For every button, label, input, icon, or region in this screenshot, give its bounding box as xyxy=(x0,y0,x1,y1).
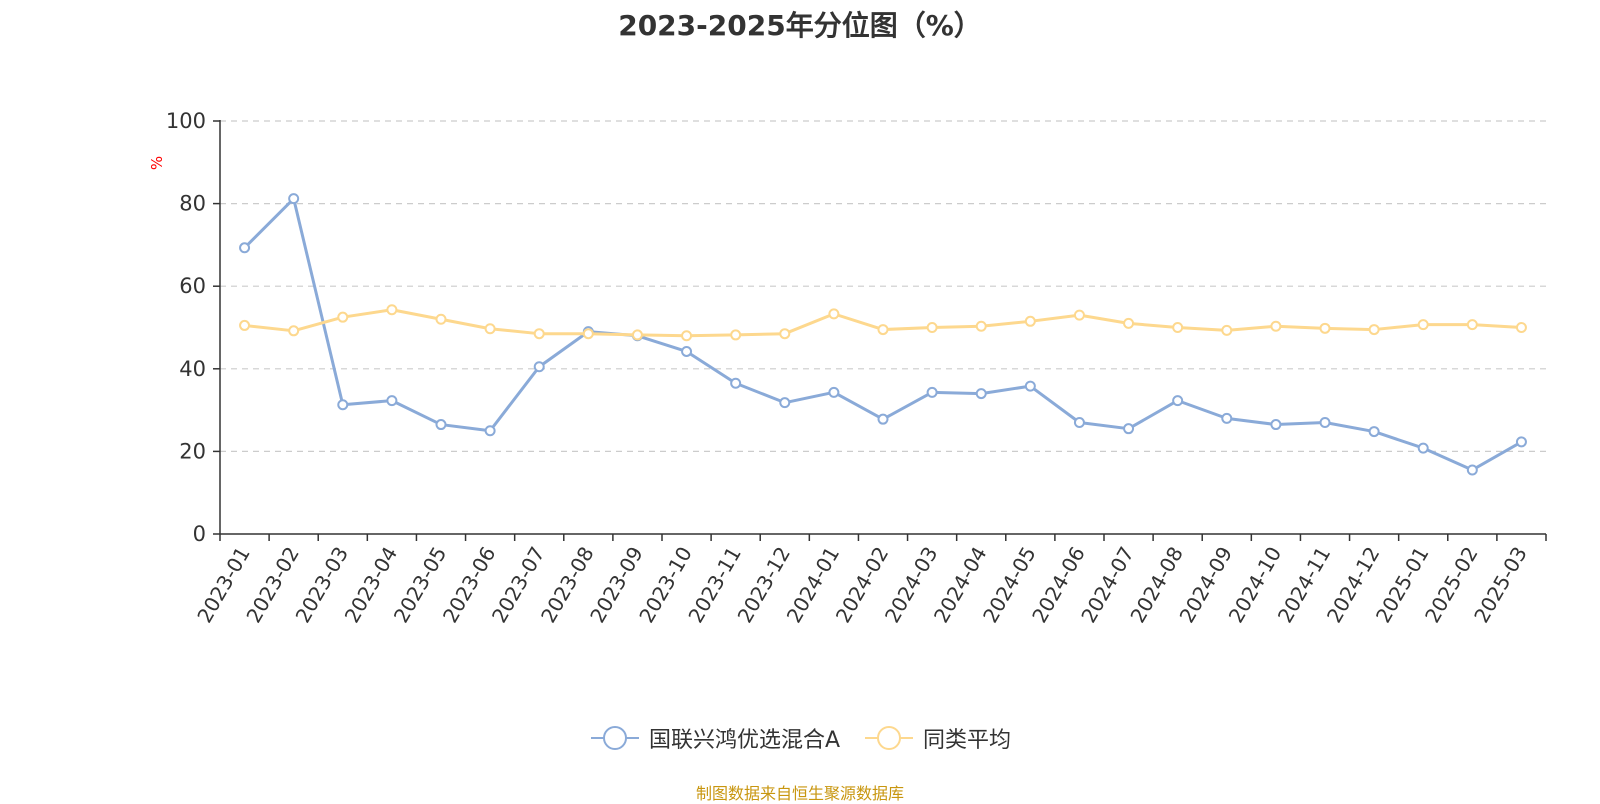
series-1-point-2023-07 xyxy=(533,361,545,373)
series-2-point-2024-07 xyxy=(1123,317,1135,329)
series-1-point-2024-12 xyxy=(1368,426,1380,438)
series-2-point-2024-08 xyxy=(1172,322,1184,333)
series-2-point-2024-12 xyxy=(1368,324,1380,336)
series-2-point-2023-02 xyxy=(288,325,300,337)
series-1-point-2024-01 xyxy=(828,386,840,398)
series-1 xyxy=(239,193,1527,476)
series-2-point-2023-11 xyxy=(730,329,742,341)
series-layer xyxy=(239,193,1527,476)
legend: 国联兴鸿优选混合A 同类平均 xyxy=(0,722,1600,759)
legend-item-series-2[interactable]: 同类平均 xyxy=(863,722,1011,754)
y-tick-label-100: 100 xyxy=(166,109,206,133)
series-2-point-2024-02 xyxy=(877,324,889,336)
series-1-point-2023-03 xyxy=(337,399,349,411)
series-1-point-2024-03 xyxy=(926,386,938,398)
series-2-point-2025-03 xyxy=(1515,322,1527,333)
series-1-point-2023-10 xyxy=(681,345,693,357)
series-2-point-2023-03 xyxy=(337,311,349,323)
series-1-point-2024-04 xyxy=(975,388,987,400)
series-2-point-2024-09 xyxy=(1221,324,1233,336)
y-axis-label: % xyxy=(148,156,166,170)
series-2-point-2024-10 xyxy=(1270,320,1282,332)
series-2-point-2025-02 xyxy=(1466,319,1478,331)
series-1-point-2024-05 xyxy=(1024,380,1036,392)
source-note: 制图数据来自恒生聚源数据库 xyxy=(695,784,904,803)
series-1-point-2023-11 xyxy=(730,377,742,389)
series-1-point-2024-08 xyxy=(1172,395,1184,407)
series-1-point-2024-02 xyxy=(877,413,889,425)
legend-item-series-1[interactable]: 国联兴鸿优选混合A xyxy=(589,722,840,754)
chart-title: 2023-2025年分位图（%） xyxy=(618,9,982,42)
y-tick-label-20: 20 xyxy=(179,439,206,463)
series-1-point-2024-06 xyxy=(1073,416,1085,428)
series-2-point-2023-12 xyxy=(779,328,791,340)
y-tick-label-0: 0 xyxy=(193,522,206,546)
series-1-point-2023-06 xyxy=(484,425,496,437)
chart-plot: 020406080100%2023-012023-022023-032023-0… xyxy=(148,109,1547,627)
y-tick-label-80: 80 xyxy=(179,192,206,216)
series-1-point-2025-01 xyxy=(1417,442,1429,454)
series-2-point-2024-05 xyxy=(1024,315,1036,327)
series-1-point-2024-07 xyxy=(1123,423,1135,435)
series-2-point-2024-04 xyxy=(975,320,987,332)
y-tick-label-40: 40 xyxy=(179,357,206,381)
series-2-point-2023-08 xyxy=(582,328,594,340)
series-1-point-2024-09 xyxy=(1221,412,1233,424)
series-2-point-2024-03 xyxy=(926,322,938,333)
axes xyxy=(213,120,1547,541)
tick-labels: 020406080100%2023-012023-022023-032023-0… xyxy=(148,109,1532,627)
y-tick-label-60: 60 xyxy=(179,274,206,298)
series-2-point-2023-10 xyxy=(681,330,693,342)
series-1-point-2025-03 xyxy=(1515,436,1527,448)
series-2-point-2023-04 xyxy=(386,304,398,316)
series-2-point-2023-09 xyxy=(631,329,643,341)
series-1-point-2024-10 xyxy=(1270,419,1282,431)
legend-label-series-2: 同类平均 xyxy=(923,728,1012,753)
series-2-point-2024-11 xyxy=(1319,322,1331,334)
series-1-point-2023-01 xyxy=(239,242,251,254)
legend-marker-series-2-icon xyxy=(865,726,914,750)
series-1-point-2023-02 xyxy=(288,193,300,205)
legend-label-series-1: 国联兴鸿优选混合A xyxy=(648,728,841,753)
series-2-point-2023-01 xyxy=(239,319,251,331)
series-1-point-2024-11 xyxy=(1319,416,1331,428)
series-1-point-2023-05 xyxy=(435,419,447,431)
series-2-point-2023-05 xyxy=(435,313,447,325)
legend-marker-series-1-icon xyxy=(590,726,639,750)
series-1-point-2023-04 xyxy=(386,395,398,407)
series-2-point-2024-01 xyxy=(828,308,840,320)
grid-lines xyxy=(220,120,1546,452)
series-2 xyxy=(239,304,1527,342)
series-1-point-2023-12 xyxy=(779,397,791,409)
series-1-point-2025-02 xyxy=(1466,464,1478,476)
series-2-point-2025-01 xyxy=(1417,319,1429,331)
series-2-point-2023-06 xyxy=(484,323,496,335)
series-2-point-2023-07 xyxy=(533,328,545,340)
series-2-point-2024-06 xyxy=(1073,309,1085,321)
